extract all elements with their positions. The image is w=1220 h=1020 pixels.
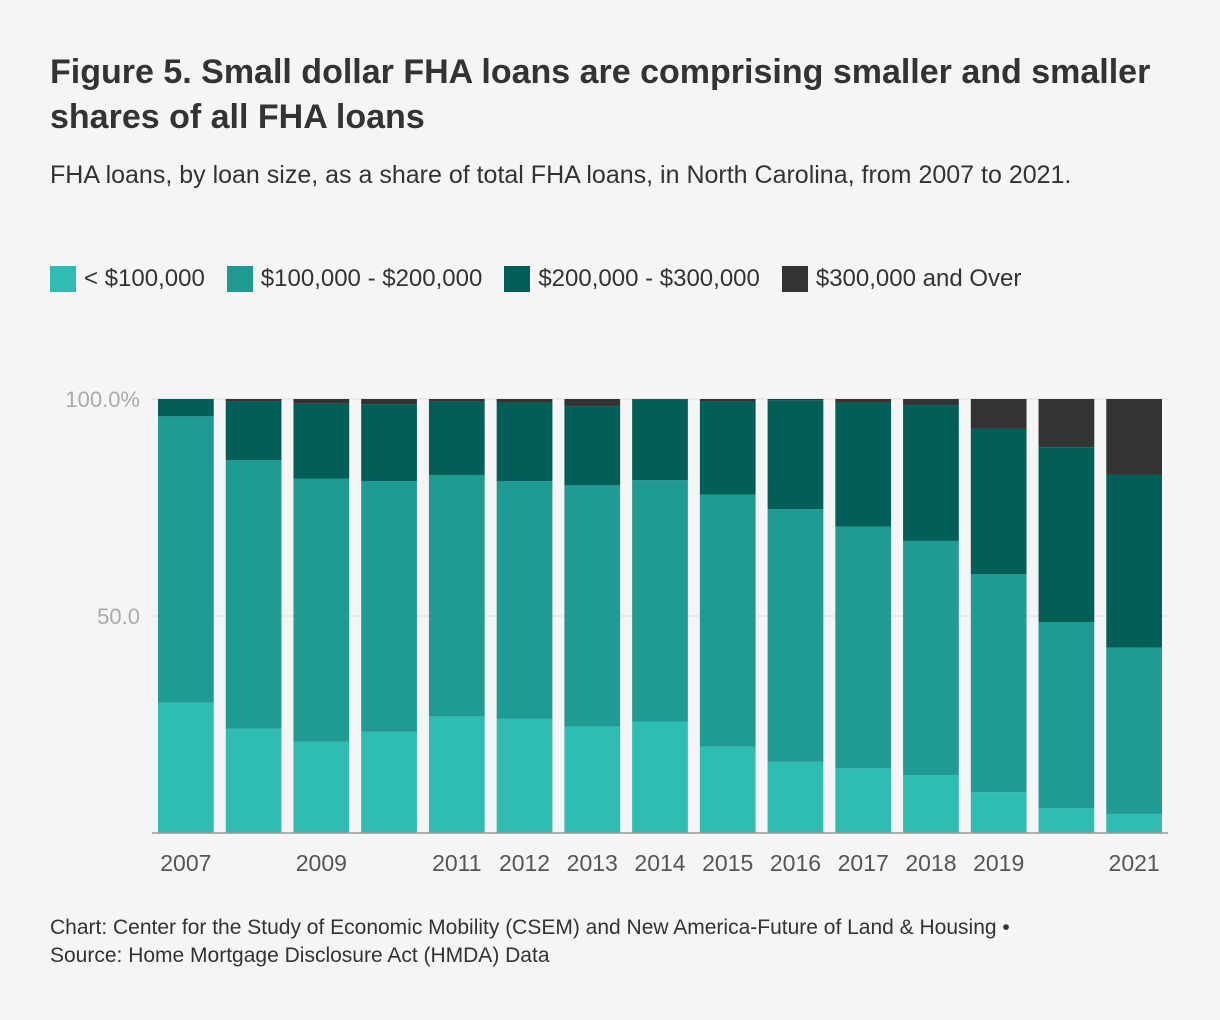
legend-item-200k-300k: $200,000 - $300,000 xyxy=(504,264,760,294)
bar-2015-series-0 xyxy=(699,746,756,833)
stacked-bar-chart: 100.0% 50.0 2007 2009 2011 2012 2013 2014 2015 20… xyxy=(65,387,1168,876)
bar-2013-series-2 xyxy=(564,406,621,486)
bar-2008-series-1 xyxy=(225,460,282,729)
bar-2020-series-3 xyxy=(1038,399,1095,448)
x-tick-label-2019: 2019 xyxy=(973,850,1024,876)
bar-2019-series-3 xyxy=(970,399,1027,429)
bar-2010-series-3 xyxy=(361,399,417,405)
bar-2014-series-2 xyxy=(632,399,688,481)
x-tick-label-2007: 2007 xyxy=(160,850,211,876)
bar-2018-series-3 xyxy=(903,399,959,406)
bar-2009-series-3 xyxy=(293,399,350,404)
bar-2010-series-2 xyxy=(361,404,417,482)
bar-2014-series-3 xyxy=(632,399,688,400)
bar-2010-series-1 xyxy=(361,481,417,732)
bar-2016-series-1 xyxy=(767,509,824,762)
bar-2020-series-0 xyxy=(1038,808,1095,833)
bar-2014-series-1 xyxy=(632,480,688,722)
bar-2008-series-2 xyxy=(225,401,282,461)
legend: < $100,000 $100,000 - $200,000 $200,000 … xyxy=(50,264,1170,294)
bar-2015-series-2 xyxy=(699,401,756,495)
y-tick-label-0: 100.0% xyxy=(65,387,140,412)
bar-2017-series-0 xyxy=(835,768,892,833)
bar-2010-series-0 xyxy=(361,731,417,833)
legend-swatch-100k-200k xyxy=(226,266,253,292)
bar-2012-series-3 xyxy=(496,399,553,403)
bar-2008-series-3 xyxy=(225,399,282,402)
x-tick-label-2012: 2012 xyxy=(499,850,550,876)
bar-2013-series-0 xyxy=(564,726,621,833)
legend-label-300k-and-over: $300,000 and Over xyxy=(815,265,1022,292)
bar-2011-series-0 xyxy=(428,716,485,833)
bar-2017-series-3 xyxy=(835,399,892,403)
chart-subtitle: FHA loans, by loan size, as a share of t… xyxy=(50,161,1072,189)
legend-swatch-under-100k xyxy=(50,266,76,292)
bar-2014-series-0 xyxy=(632,721,688,833)
bar-2015-series-1 xyxy=(699,494,756,747)
legend-label-100k-200k: $100,000 - $200,000 xyxy=(260,265,483,292)
bar-2012-series-0 xyxy=(496,718,553,833)
bar-2012-series-2 xyxy=(496,402,553,482)
bar-2009-series-1 xyxy=(293,478,350,742)
bar-2021-series-2 xyxy=(1106,474,1162,648)
bar-2017-series-2 xyxy=(835,402,892,527)
bar-2007-series-0 xyxy=(158,702,214,833)
chart-title: Figure 5. Small dollar FHA loans are com… xyxy=(50,53,1151,136)
footer: Chart: Center for the Study of Economic … xyxy=(50,914,1190,970)
legend-item-100k-200k: $100,000 - $200,000 xyxy=(226,264,483,294)
legend-label-under-100k: < $100,000 xyxy=(84,265,205,292)
bar-2021-series-0 xyxy=(1106,813,1162,833)
bar-2011-series-1 xyxy=(428,474,485,717)
bar-2020-series-1 xyxy=(1038,622,1095,809)
bar-2009-series-0 xyxy=(293,741,350,833)
bar-2011-series-3 xyxy=(428,399,485,402)
x-tick-label-2015: 2015 xyxy=(702,850,753,876)
x-tick-label-2017: 2017 xyxy=(838,850,889,876)
bar-2018-series-2 xyxy=(903,405,959,541)
x-tick-label-2013: 2013 xyxy=(567,850,618,876)
bar-2016-series-2 xyxy=(767,400,824,510)
legend-label-200k-300k: $200,000 - $300,000 xyxy=(538,265,760,292)
legend-swatch-200k-300k xyxy=(504,266,531,292)
bar-2019-series-2 xyxy=(970,428,1027,575)
chart-credit: Chart: Center for the Study of Economic … xyxy=(50,916,1010,939)
bar-2013-series-3 xyxy=(564,399,621,407)
bar-2017-series-1 xyxy=(835,526,892,769)
bar-2020-series-2 xyxy=(1038,447,1095,623)
x-tick-label-2011: 2011 xyxy=(432,850,481,876)
x-tick-label-2021: 2021 xyxy=(1109,850,1160,876)
legend-swatch-300k-and-over xyxy=(781,266,808,292)
bar-2019-series-0 xyxy=(970,792,1027,833)
bar-2015-series-3 xyxy=(699,399,756,402)
x-tick-label-2018: 2018 xyxy=(905,850,956,876)
bar-2009-series-2 xyxy=(293,403,350,479)
bar-2018-series-0 xyxy=(903,775,959,833)
bar-2013-series-1 xyxy=(564,485,621,727)
x-tick-label-2009: 2009 xyxy=(296,850,347,876)
bar-2021-series-3 xyxy=(1106,399,1162,475)
legend-item-under-100k: < $100,000 xyxy=(50,264,205,294)
bar-2012-series-1 xyxy=(496,481,553,719)
bar-2019-series-1 xyxy=(970,574,1027,793)
x-tick-label-2016: 2016 xyxy=(770,850,821,876)
bar-2011-series-2 xyxy=(428,401,485,475)
bar-2021-series-1 xyxy=(1106,647,1162,814)
bar-2016-series-3 xyxy=(767,399,824,401)
data-source: Source: Home Mortgage Disclosure Act (HM… xyxy=(50,944,550,967)
bar-2007-series-1 xyxy=(158,416,214,703)
legend-item-300k-and-over: $300,000 and Over xyxy=(781,264,1022,294)
bar-2016-series-0 xyxy=(767,761,824,833)
bar-2007-series-2 xyxy=(158,399,214,417)
y-tick-label-1: 50.0 xyxy=(97,604,140,629)
bar-2008-series-0 xyxy=(225,728,282,833)
bar-2018-series-1 xyxy=(903,540,959,776)
x-tick-label-2014: 2014 xyxy=(634,850,685,876)
